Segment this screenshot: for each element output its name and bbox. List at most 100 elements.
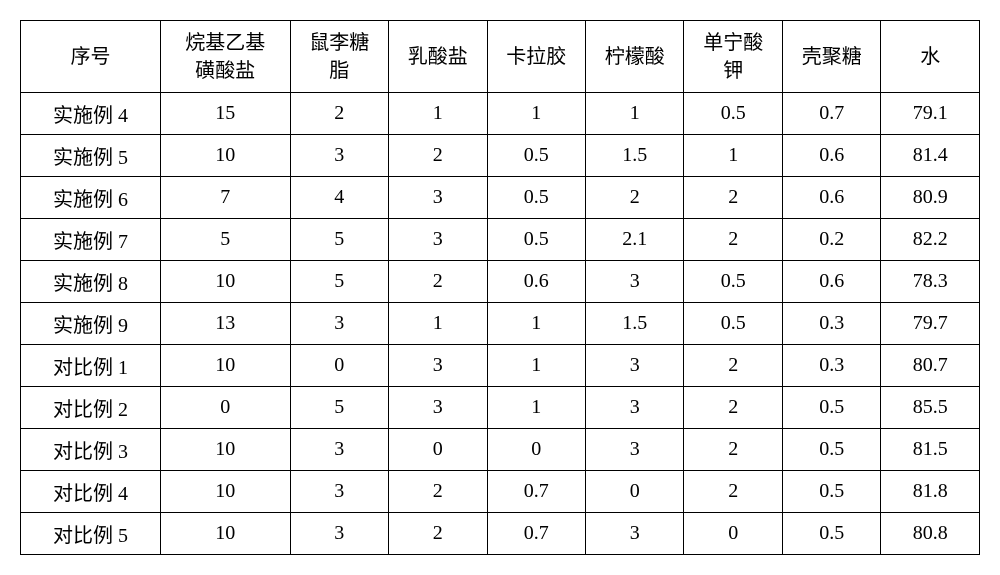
header-cell-4: 卡拉胶: [487, 21, 585, 93]
cell-value: 1: [684, 135, 782, 177]
cell-value: 0.5: [487, 177, 585, 219]
cell-label: 实施例 9: [21, 303, 161, 345]
header-cell-0: 序号: [21, 21, 161, 93]
cell-value: 3: [290, 303, 388, 345]
cell-value: 0.5: [487, 135, 585, 177]
cell-value: 81.4: [881, 135, 980, 177]
cell-value: 3: [389, 177, 487, 219]
cell-label: 实施例 8: [21, 261, 161, 303]
cell-value: 0.3: [782, 303, 880, 345]
cell-value: 79.7: [881, 303, 980, 345]
header-cell-6: 单宁酸钾: [684, 21, 782, 93]
header-cell-8: 水: [881, 21, 980, 93]
cell-value: 3: [290, 135, 388, 177]
cell-value: 3: [586, 387, 684, 429]
cell-value: 1: [586, 93, 684, 135]
cell-value: 2: [389, 135, 487, 177]
cell-value: 82.2: [881, 219, 980, 261]
cell-value: 2: [290, 93, 388, 135]
cell-value: 10: [160, 471, 290, 513]
table-row: 实施例 7 5 5 3 0.5 2.1 2 0.2 82.2: [21, 219, 980, 261]
cell-value: 13: [160, 303, 290, 345]
cell-value: 1: [389, 303, 487, 345]
header-cell-5: 柠檬酸: [586, 21, 684, 93]
cell-value: 5: [160, 219, 290, 261]
header-cell-3: 乳酸盐: [389, 21, 487, 93]
header-row: 序号 烷基乙基磺酸盐 鼠李糖脂 乳酸盐 卡拉胶 柠檬酸 单宁酸钾 壳聚糖 水: [21, 21, 980, 93]
table-row: 对比例 4 10 3 2 0.7 0 2 0.5 81.8: [21, 471, 980, 513]
cell-value: 0.5: [487, 219, 585, 261]
cell-value: 1: [487, 387, 585, 429]
cell-value: 0.6: [782, 135, 880, 177]
cell-label: 实施例 6: [21, 177, 161, 219]
cell-value: 3: [389, 345, 487, 387]
cell-value: 0.7: [782, 93, 880, 135]
cell-value: 4: [290, 177, 388, 219]
cell-value: 0: [487, 429, 585, 471]
cell-value: 2: [684, 429, 782, 471]
cell-value: 0.7: [487, 513, 585, 555]
cell-value: 10: [160, 429, 290, 471]
cell-value: 79.1: [881, 93, 980, 135]
cell-value: 3: [290, 513, 388, 555]
cell-value: 0.5: [782, 471, 880, 513]
cell-value: 0.3: [782, 345, 880, 387]
cell-label: 实施例 5: [21, 135, 161, 177]
cell-value: 81.5: [881, 429, 980, 471]
cell-value: 3: [389, 387, 487, 429]
cell-value: 3: [586, 261, 684, 303]
table-row: 实施例 9 13 3 1 1 1.5 0.5 0.3 79.7: [21, 303, 980, 345]
cell-value: 0.5: [684, 261, 782, 303]
table-row: 实施例 8 10 5 2 0.6 3 0.5 0.6 78.3: [21, 261, 980, 303]
cell-value: 0: [160, 387, 290, 429]
cell-value: 10: [160, 261, 290, 303]
cell-value: 0: [389, 429, 487, 471]
header-cell-1: 烷基乙基磺酸盐: [160, 21, 290, 93]
table-header: 序号 烷基乙基磺酸盐 鼠李糖脂 乳酸盐 卡拉胶 柠檬酸 单宁酸钾 壳聚糖 水: [21, 21, 980, 93]
cell-value: 2.1: [586, 219, 684, 261]
cell-value: 0: [586, 471, 684, 513]
cell-value: 3: [586, 429, 684, 471]
cell-label: 对比例 2: [21, 387, 161, 429]
cell-value: 80.8: [881, 513, 980, 555]
cell-value: 1: [487, 303, 585, 345]
cell-label: 实施例 7: [21, 219, 161, 261]
cell-value: 80.7: [881, 345, 980, 387]
cell-value: 80.9: [881, 177, 980, 219]
cell-value: 3: [290, 471, 388, 513]
cell-value: 2: [389, 513, 487, 555]
cell-value: 7: [160, 177, 290, 219]
cell-label: 对比例 5: [21, 513, 161, 555]
table-row: 实施例 4 15 2 1 1 1 0.5 0.7 79.1: [21, 93, 980, 135]
table-row: 实施例 6 7 4 3 0.5 2 2 0.6 80.9: [21, 177, 980, 219]
table-body: 实施例 4 15 2 1 1 1 0.5 0.7 79.1 实施例 5 10 3…: [21, 93, 980, 555]
cell-value: 2: [684, 387, 782, 429]
cell-value: 0.6: [782, 177, 880, 219]
cell-value: 0.6: [782, 261, 880, 303]
cell-value: 10: [160, 513, 290, 555]
cell-label: 对比例 4: [21, 471, 161, 513]
cell-value: 0.5: [782, 513, 880, 555]
cell-value: 3: [389, 219, 487, 261]
cell-value: 5: [290, 219, 388, 261]
cell-value: 2: [389, 471, 487, 513]
cell-value: 3: [290, 429, 388, 471]
cell-value: 1: [487, 345, 585, 387]
cell-value: 2: [684, 219, 782, 261]
cell-value: 2: [586, 177, 684, 219]
cell-value: 1.5: [586, 303, 684, 345]
cell-value: 5: [290, 387, 388, 429]
table-row: 对比例 5 10 3 2 0.7 3 0 0.5 80.8: [21, 513, 980, 555]
header-cell-2: 鼠李糖脂: [290, 21, 388, 93]
cell-value: 0.5: [684, 93, 782, 135]
cell-value: 0.5: [782, 387, 880, 429]
cell-value: 0.7: [487, 471, 585, 513]
data-table: 序号 烷基乙基磺酸盐 鼠李糖脂 乳酸盐 卡拉胶 柠檬酸 单宁酸钾 壳聚糖 水 实…: [20, 20, 980, 555]
cell-value: 2: [684, 345, 782, 387]
cell-value: 2: [684, 177, 782, 219]
cell-value: 1.5: [586, 135, 684, 177]
cell-value: 3: [586, 513, 684, 555]
table-row: 对比例 1 10 0 3 1 3 2 0.3 80.7: [21, 345, 980, 387]
cell-value: 3: [586, 345, 684, 387]
cell-value: 78.3: [881, 261, 980, 303]
